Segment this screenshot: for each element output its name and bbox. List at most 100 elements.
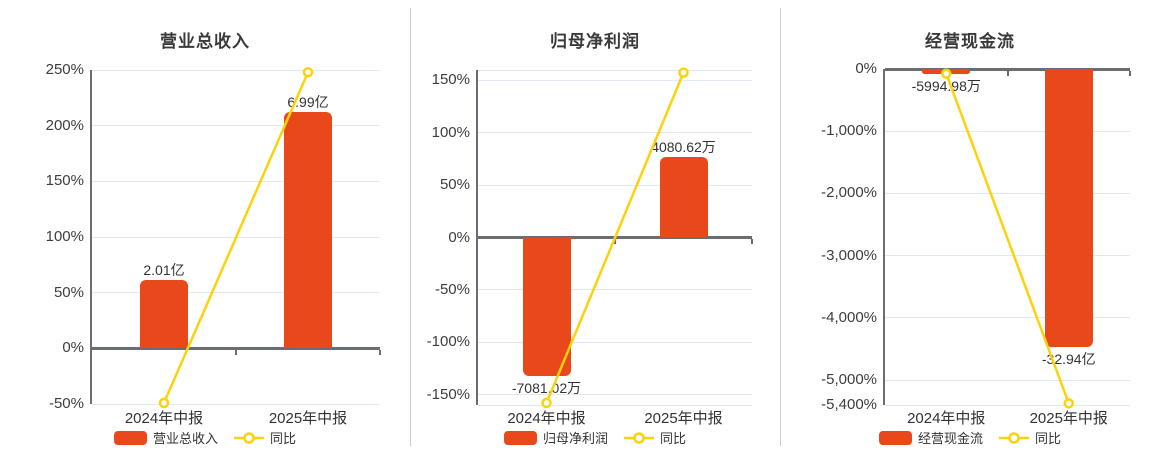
y-gridline: [92, 180, 380, 182]
legend-cash-flow: 经营现金流 同比: [780, 428, 1160, 447]
panel-divider: [410, 8, 411, 446]
legend-revenue: 营业总收入 同比: [0, 428, 410, 447]
legend-bar-swatch: [113, 430, 147, 445]
y-tick-label: -5,000%: [821, 371, 877, 389]
y-axis-line: [476, 70, 478, 405]
legend-bar-swatch: [503, 430, 537, 445]
bar-2024年中报: [922, 69, 971, 74]
y-tick-label: 200%: [45, 116, 84, 134]
y-tick-label: -50%: [48, 395, 84, 412]
legend-item-line-series[interactable]: 同比: [624, 428, 686, 447]
chart-title-cash-flow: 经营现金流: [925, 32, 1015, 51]
x-axis-tick: [614, 239, 616, 244]
bar-2025年中报: [1044, 69, 1093, 347]
y-tick-label: -1,000%: [821, 122, 877, 140]
legend-line-marker-icon: [624, 431, 654, 444]
legend-line-marker-icon: [999, 431, 1029, 444]
y-tick-label: 100%: [431, 123, 470, 141]
x-axis-label: 2024年中报: [507, 410, 586, 427]
line-marker: [541, 397, 552, 409]
x-axis-label: 2025年中报: [268, 410, 348, 427]
y-gridline: [92, 69, 380, 71]
y-tick-label: 100%: [45, 228, 84, 245]
y-tick-label: 0%: [448, 228, 470, 246]
y-gridline: [92, 403, 380, 405]
chart-panel-cash-flow: 经营现金流 0% -1,000% -2,000% -3,000% -4,000% -5,0…: [780, 0, 1160, 450]
y-gridline: [885, 255, 1130, 257]
bar-2024年中报: [140, 280, 188, 349]
bar-value-label: -5994.98万: [911, 77, 981, 94]
x-axis-label: 2025年中报: [644, 410, 723, 427]
y-gridline: [478, 341, 752, 343]
y-tick-label: -3,000%: [821, 246, 877, 264]
legend-line-label: 同比: [1035, 431, 1062, 446]
legend-net-profit: 归母净利润 同比: [410, 428, 780, 447]
bar-value-label: 2.01亿: [143, 262, 185, 279]
legend-bar-label: 归母净利润: [542, 431, 608, 446]
y-gridline: [885, 379, 1130, 381]
y-tick-label: 50%: [53, 283, 84, 301]
chart-panel-revenue: 营业总收入 250% 200% 150% 100% 50% 0% -50% 2.01亿 2024…: [0, 0, 410, 450]
y-gridline: [478, 79, 752, 81]
legend-line-label: 同比: [270, 431, 297, 446]
chart-panel-net-profit: 归母净利润 150% 100% 50% 0% -50% -100% -150% -7081.0…: [410, 0, 780, 450]
bar-2024年中报: [522, 237, 571, 377]
x-axis-tick: [1129, 70, 1131, 76]
y-axis-line: [883, 69, 885, 405]
bar-value-label: 6.99亿: [287, 94, 329, 111]
legend-bar-label: 经营现金流: [917, 431, 983, 446]
legend-item-line-series[interactable]: 同比: [234, 428, 296, 447]
x-axis-label: 2025年中报: [1029, 410, 1108, 427]
legend-line-marker-icon: [234, 431, 264, 444]
y-gridline: [92, 125, 380, 127]
legend-item-bar-series[interactable]: 营业总收入: [113, 428, 218, 447]
y-tick-label: -2,000%: [821, 184, 877, 202]
x-axis-tick: [751, 239, 753, 244]
y-gridline: [885, 404, 1130, 406]
line-marker: [1063, 398, 1074, 409]
y-tick-label: -50%: [434, 280, 470, 298]
chart-title-revenue: 营业总收入: [160, 32, 250, 51]
y-tick-label: 0%: [62, 339, 84, 357]
y-tick-label: 150%: [431, 71, 470, 89]
y-boundary-gridline: [478, 69, 752, 71]
panel-divider: [780, 8, 781, 446]
zero-axis-line: [885, 67, 1130, 71]
legend-item-bar-series[interactable]: 归母净利润: [503, 428, 608, 447]
y-tick-label: 150%: [45, 172, 84, 190]
legend-item-bar-series[interactable]: 经营现金流: [878, 428, 983, 447]
x-axis-label: 2024年中报: [124, 410, 204, 427]
x-axis-tick: [235, 349, 237, 355]
x-axis-tick: [379, 349, 381, 355]
y-gridline: [92, 292, 380, 294]
y-gridline: [885, 192, 1130, 194]
y-gridline: [885, 317, 1130, 319]
y-tick-label: -150%: [426, 385, 470, 403]
y-tick-label: 0%: [855, 60, 877, 77]
chart-title-net-profit: 归母净利润: [550, 32, 640, 51]
y-axis-line: [90, 70, 92, 404]
bar-value-label: -7081.02万: [511, 380, 582, 397]
y-gridline: [885, 130, 1130, 132]
bar-value-label: 4080.62万: [651, 139, 716, 156]
legend-line-label: 同比: [660, 431, 687, 446]
y-tick-label: 250%: [45, 61, 84, 78]
y-gridline: [478, 289, 752, 291]
legend-bar-label: 营业总收入: [152, 431, 218, 446]
bar-2025年中报: [659, 157, 708, 238]
y-tick-label: -100%: [426, 333, 470, 351]
y-tick-label: 50%: [439, 176, 470, 194]
bar-value-label: -32.94亿: [1041, 350, 1096, 367]
y-gridline: [92, 236, 380, 238]
y-gridline: [478, 132, 752, 134]
y-boundary-gridline: [478, 404, 752, 406]
bar-2025年中报: [284, 112, 332, 349]
y-tick-label: -5,400%: [821, 396, 877, 413]
y-tick-label: -4,000%: [821, 308, 877, 326]
x-axis-tick: [1006, 70, 1009, 76]
legend-item-line-series[interactable]: 同比: [999, 428, 1061, 447]
x-axis-label: 2024年中报: [907, 410, 986, 427]
y-gridline: [478, 184, 752, 186]
legend-bar-swatch: [878, 430, 912, 445]
